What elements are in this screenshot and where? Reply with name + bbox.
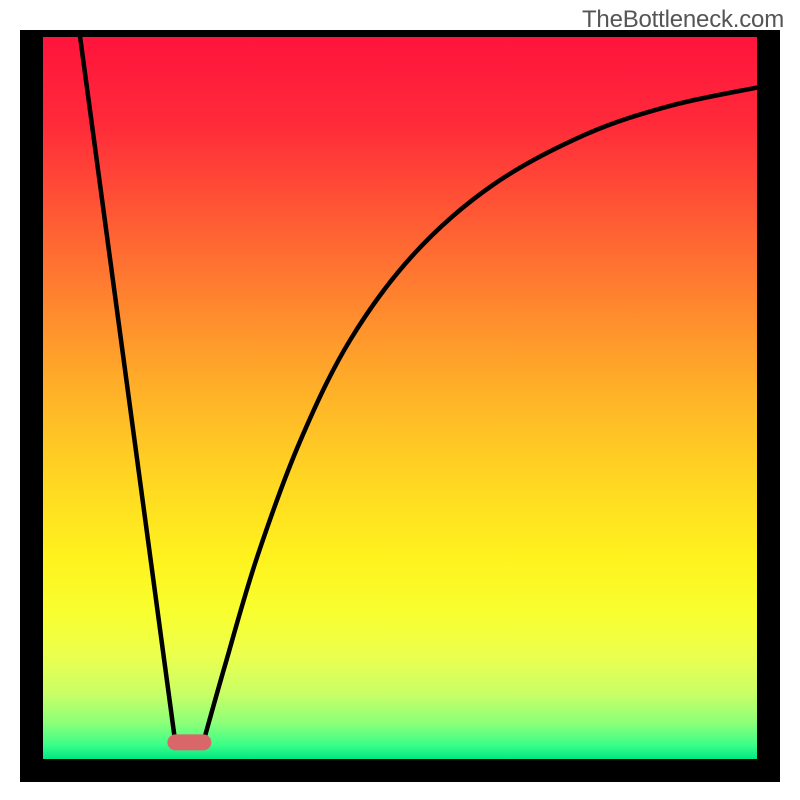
plot-border-right — [757, 30, 780, 782]
chart-container: TheBottleneck.com — [0, 0, 800, 800]
bottleneck-marker — [167, 734, 211, 750]
curve-layer — [20, 30, 780, 782]
curve-right-branch — [204, 88, 757, 741]
plot-border-bottom — [20, 759, 780, 782]
watermark-text: TheBottleneck.com — [582, 6, 784, 34]
plot-area — [20, 30, 780, 782]
plot-border-left — [20, 30, 43, 782]
curve-left-branch — [80, 37, 175, 741]
